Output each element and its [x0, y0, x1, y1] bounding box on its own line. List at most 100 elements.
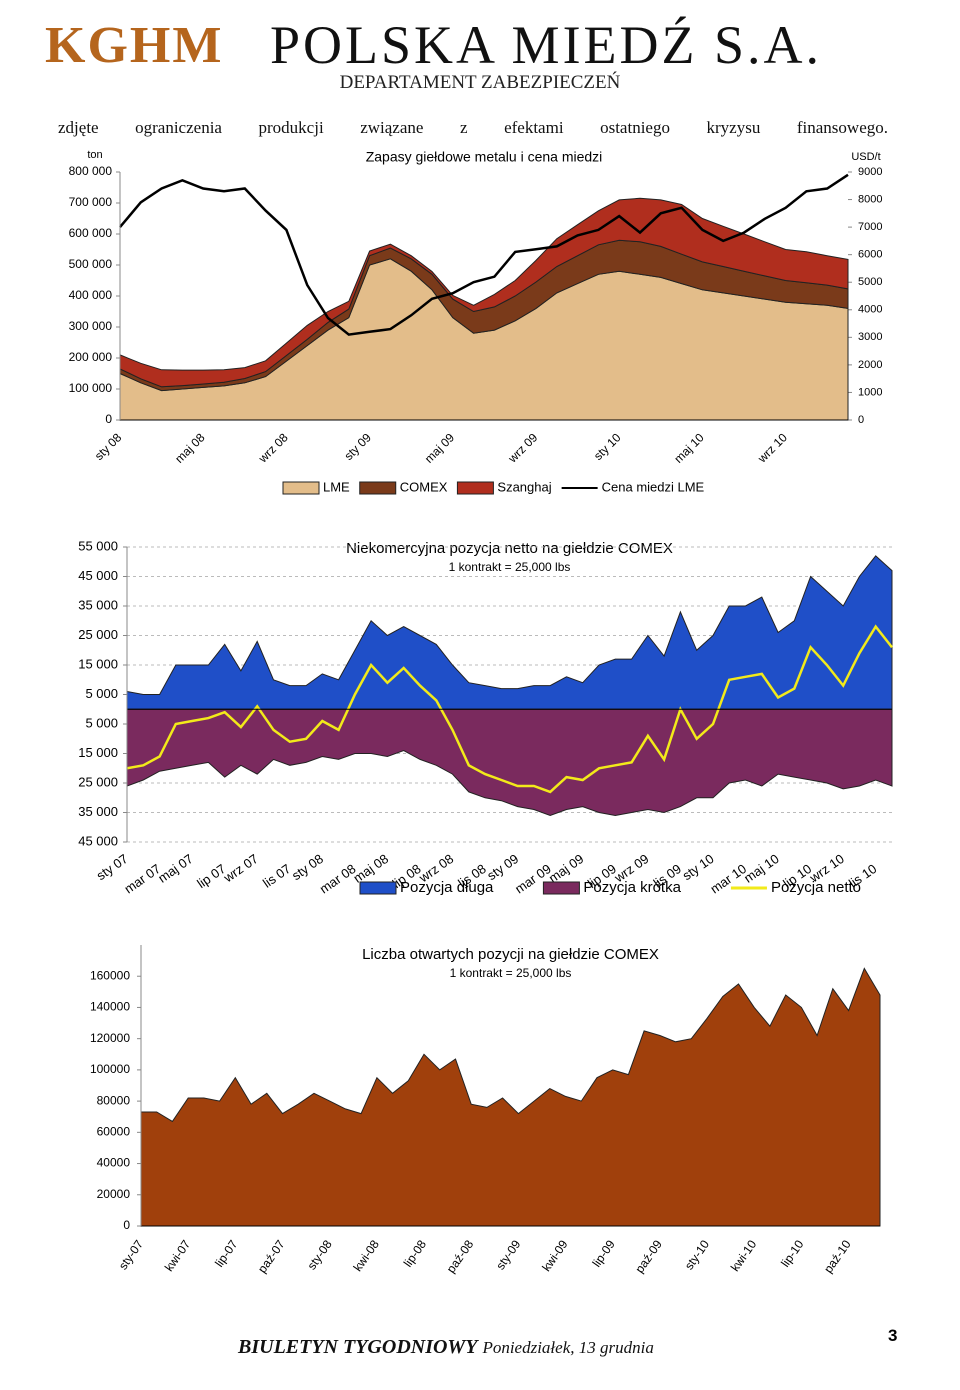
- y-tick-label: 5 000: [85, 686, 118, 701]
- x-tick-label: lip-08: [401, 1237, 429, 1269]
- legend-swatch: [542, 881, 580, 895]
- y-tick-label: 400 000: [69, 288, 113, 302]
- chart-title: Zapasy giełdowe metalu i cena miedzi: [366, 149, 603, 165]
- x-tick-label: sty-10: [682, 1237, 712, 1272]
- y-tick-label: 600 000: [69, 226, 113, 240]
- y-tick-label: 5 000: [85, 715, 118, 730]
- x-tick-label: sty 08: [289, 851, 326, 883]
- y-tick-label: 60000: [97, 1125, 131, 1139]
- x-tick-label: sty 08: [92, 430, 125, 463]
- x-tick-label: wrz 10: [754, 430, 790, 466]
- x-tick-label: kwi-08: [351, 1237, 383, 1274]
- legend-label: LME: [323, 479, 350, 494]
- company-name: POLSKA MIEDŹ S.A.: [270, 15, 823, 75]
- legend-label: Cena miedzi LME: [602, 479, 705, 494]
- x-tick-label: maj 10: [671, 430, 707, 466]
- x-tick-label: mar 10: [707, 861, 749, 896]
- y-tick-label: 15 000: [78, 745, 118, 760]
- footer: BIULETYN TYGODNIOWY Poniedziałek, 13 gru…: [238, 1336, 654, 1359]
- chart-subtitle: 1 kontrakt = 25,000 lbs: [449, 560, 571, 574]
- page-number: 3: [888, 1326, 898, 1345]
- x-tick-label: paź-10: [821, 1237, 854, 1275]
- y-tick-label: 800 000: [69, 164, 113, 178]
- y-axis-label: ton: [87, 149, 102, 161]
- x-tick-label: maj 07: [155, 851, 196, 886]
- y-tick-label: 300 000: [69, 319, 113, 333]
- x-tick-label: wrz 07: [220, 851, 261, 886]
- y2-tick-label: 4000: [858, 304, 882, 316]
- y2-tick-label: 5000: [858, 276, 882, 288]
- x-tick-label: sty 07: [94, 851, 131, 883]
- y2-tick-label: 8000: [858, 193, 882, 205]
- x-tick-label: maj 08: [172, 430, 208, 466]
- y2-tick-label: 2000: [858, 359, 882, 371]
- legend-label: Pozycja krótka: [583, 879, 681, 896]
- chart-subtitle: 1 kontrakt = 25,000 lbs: [450, 966, 572, 980]
- x-tick-label: sty 09: [341, 430, 374, 463]
- y2-tick-label: 0: [858, 414, 864, 426]
- y-tick-label: 200 000: [69, 350, 113, 364]
- area-series: [140, 967, 881, 1227]
- legend-label: COMEX: [400, 479, 448, 494]
- x-tick-label: sty-09: [493, 1237, 523, 1272]
- y-tick-label: 500 000: [69, 257, 113, 271]
- x-tick-label: paź-07: [255, 1237, 288, 1275]
- y-tick-label: 55 000: [78, 538, 118, 553]
- y2-tick-label: 9000: [858, 166, 882, 178]
- y2-axis-label: USD/t: [851, 151, 880, 163]
- x-tick-label: kwi-07: [162, 1237, 194, 1274]
- chart-title: Liczba otwartych pozycji na giełdzie COM…: [362, 946, 659, 963]
- y-tick-label: 100 000: [69, 381, 113, 395]
- x-tick-label: lip-10: [778, 1237, 806, 1269]
- legend-label: Szanghaj: [497, 479, 551, 494]
- x-tick-label: kwi-09: [539, 1237, 571, 1274]
- y-tick-label: 15 000: [78, 656, 118, 671]
- y2-tick-label: 6000: [858, 249, 882, 261]
- x-tick-label: lip-07: [212, 1237, 240, 1269]
- y-tick-label: 20000: [97, 1187, 131, 1201]
- x-tick-label: maj 08: [351, 851, 392, 886]
- x-tick-label: lip-09: [589, 1237, 617, 1269]
- footer-date: Poniedziałek, 13 grudnia: [482, 1338, 654, 1357]
- y-tick-label: 0: [105, 412, 112, 426]
- y-tick-label: 35 000: [78, 804, 118, 819]
- legend-swatch: [359, 481, 397, 495]
- y-tick-label: 35 000: [78, 597, 118, 612]
- intro-text: zdjęte ograniczenia produkcji związane z…: [58, 118, 888, 137]
- x-tick-label: maj 09: [422, 430, 458, 466]
- legend-label: Pozycja długa: [400, 879, 494, 896]
- x-tick-label: lis 07: [260, 861, 293, 891]
- x-tick-label: paź-08: [444, 1237, 477, 1275]
- y-tick-label: 120000: [90, 1031, 130, 1045]
- y-tick-label: 140000: [90, 1000, 130, 1014]
- line-series: [119, 173, 849, 336]
- y2-tick-label: 3000: [858, 331, 882, 343]
- area-series: [126, 555, 893, 710]
- y-tick-label: 700 000: [69, 195, 113, 209]
- x-tick-label: sty-08: [305, 1237, 335, 1272]
- chart-title: Niekomercyjna pozycja netto na giełdzie …: [346, 540, 673, 557]
- legend-swatch: [359, 881, 397, 895]
- y-tick-label: 100000: [90, 1062, 130, 1076]
- y2-tick-label: 1000: [858, 386, 882, 398]
- brand-logo: KGHM: [45, 17, 224, 74]
- y-tick-label: 80000: [97, 1093, 131, 1107]
- legend-swatch: [456, 481, 494, 495]
- x-tick-label: wrz 09: [505, 430, 541, 466]
- footer-title: BIULETYN TYGODNIOWY: [238, 1336, 478, 1358]
- legend-swatch: [282, 481, 320, 495]
- y-tick-label: 25 000: [78, 774, 118, 789]
- y-tick-label: 45 000: [78, 833, 118, 848]
- x-tick-label: sty 10: [591, 430, 624, 463]
- x-tick-label: mar 08: [317, 861, 359, 896]
- y-tick-label: 40000: [97, 1156, 131, 1170]
- area-series: [119, 197, 849, 388]
- x-tick-label: mar 07: [121, 861, 163, 896]
- x-tick-label: paź-09: [632, 1237, 665, 1275]
- y-tick-label: 25 000: [78, 627, 118, 642]
- x-tick-label: sty 10: [680, 851, 717, 883]
- y-tick-label: 0: [123, 1218, 130, 1232]
